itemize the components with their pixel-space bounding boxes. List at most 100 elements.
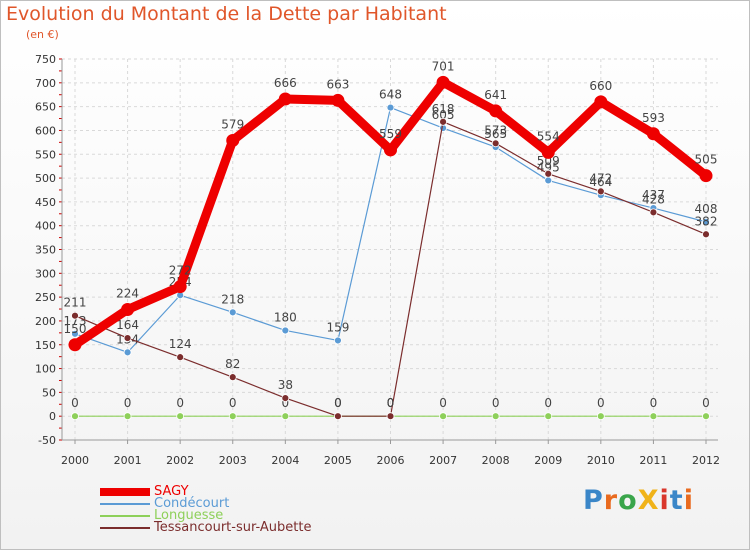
data-point-longuesse <box>702 412 710 421</box>
data-point-sagy <box>436 75 450 89</box>
data-label-tessancourt-sur-aubette: 0 <box>387 396 395 410</box>
data-label-tessancourt-sur-aubette: 211 <box>64 296 87 310</box>
data-label-condecourt: 464 <box>589 175 612 189</box>
y-tick-label: 250 <box>35 291 56 304</box>
data-point-longuesse <box>439 412 447 421</box>
data-label-longuesse: 0 <box>334 396 342 410</box>
data-point-condecourt <box>386 103 395 112</box>
y-tick-label: 700 <box>35 77 56 90</box>
data-point-sagy <box>384 143 397 157</box>
data-label-longuesse: 0 <box>229 396 237 410</box>
y-tick-label: 750 <box>35 53 56 66</box>
series-sagy: 150 224 272 579 666 663 559 701 641 554 660 593 505 <box>64 59 717 352</box>
y-tick-label: 400 <box>35 220 56 233</box>
data-point-sagy <box>646 127 660 141</box>
data-point-tessancourt-sur-aubette <box>334 412 342 421</box>
data-label-longuesse: 0 <box>650 396 658 410</box>
data-point-tessancourt-sur-aubette <box>439 117 447 126</box>
data-label-sagy: 593 <box>642 111 665 125</box>
data-point-tessancourt-sur-aubette <box>702 230 710 239</box>
y-tick-label: 150 <box>35 339 56 352</box>
data-label-sagy: 559 <box>379 127 402 141</box>
y-tick-label: 50 <box>42 386 56 399</box>
data-label-tessancourt-sur-aubette: 428 <box>642 192 665 206</box>
data-point-condecourt <box>334 336 342 345</box>
legend-label-sagy: SAGY <box>154 484 189 499</box>
data-point-tessancourt-sur-aubette <box>281 394 290 402</box>
data-point-longuesse <box>544 412 553 421</box>
data-label-sagy: 666 <box>274 76 297 90</box>
y-tick-label: 450 <box>35 196 56 209</box>
data-label-tessancourt-sur-aubette: 573 <box>484 123 507 137</box>
x-tick-label: 2004 <box>271 454 299 467</box>
data-point-longuesse <box>71 412 79 421</box>
data-point-tessancourt-sur-aubette <box>386 412 395 421</box>
data-label-longuesse: 0 <box>71 396 79 410</box>
data-label-longuesse: 0 <box>702 396 710 410</box>
data-label-sagy: 701 <box>432 59 455 73</box>
data-point-condecourt <box>123 348 132 357</box>
legend-label-tessancourt: Tessancourt-sur-Aubette <box>154 520 312 535</box>
data-point-longuesse <box>123 412 132 421</box>
x-tick-label: 2006 <box>377 454 405 467</box>
data-point-longuesse <box>281 412 290 421</box>
data-label-condecourt: 648 <box>379 88 402 102</box>
data-label-longuesse: 0 <box>282 396 290 410</box>
data-label-condecourt: 218 <box>221 292 244 306</box>
data-label-tessancourt-sur-aubette: 124 <box>169 337 192 351</box>
data-label-condecourt: 565 <box>484 127 507 141</box>
x-tick-label: 2008 <box>482 454 510 467</box>
data-label-condecourt: 180 <box>274 310 297 324</box>
y-tick-label: 500 <box>35 172 56 185</box>
data-label-tessancourt-sur-aubette: 38 <box>278 378 293 392</box>
legend-label-condecourt: Condécourt <box>154 496 230 511</box>
data-point-longuesse <box>649 412 658 421</box>
data-label-tessancourt-sur-aubette: 164 <box>116 318 139 332</box>
data-point-sagy <box>331 93 345 107</box>
data-label-longuesse: 0 <box>387 396 395 410</box>
y-tick-label: 300 <box>35 267 56 280</box>
legend: SAGY Condécourt Longuesse Tessancourt-su… <box>100 484 312 535</box>
x-tick-label: 2005 <box>324 454 352 467</box>
data-label-tessancourt-sur-aubette: 82 <box>225 357 240 371</box>
data-point-condecourt <box>544 176 553 185</box>
legend-item-sagy: SAGY <box>100 484 311 499</box>
data-label-condecourt: 408 <box>695 202 718 216</box>
data-label-condecourt: 159 <box>326 320 349 334</box>
data-label-tessancourt-sur-aubette: 618 <box>432 102 455 116</box>
data-point-sagy <box>226 133 240 147</box>
x-tick-label: 2012 <box>692 454 720 467</box>
y-tick-label: 550 <box>35 148 56 161</box>
data-point-sagy <box>699 169 713 183</box>
chart-title: Evolution du Montant de la Dette par Hab… <box>6 3 447 25</box>
x-tick-label: 2000 <box>61 454 89 467</box>
data-point-tessancourt-sur-aubette <box>544 169 553 178</box>
x-tick-label: 2007 <box>429 454 457 467</box>
legend-label-longuesse: Longuesse <box>154 508 224 523</box>
data-point-sagy <box>489 104 503 118</box>
proxiti-logo: ProXiti <box>583 485 694 516</box>
data-label-tessancourt-sur-aubette: 0 <box>334 396 342 410</box>
data-point-sagy <box>594 95 608 109</box>
data-point-condecourt <box>281 326 290 335</box>
legend-swatch-sagy <box>100 488 150 496</box>
data-point-longuesse <box>228 412 237 421</box>
x-tick-label: 2002 <box>166 454 194 467</box>
series-longuesse: 0 0 0 0 0 0 0 0 0 0 0 0 0 <box>71 396 710 421</box>
data-label-sagy: 660 <box>589 79 612 93</box>
data-point-tessancourt-sur-aubette <box>228 373 237 382</box>
data-point-sagy <box>68 338 82 352</box>
data-label-sagy: 663 <box>326 77 349 91</box>
data-label-sagy: 272 <box>169 264 192 278</box>
data-label-tessancourt-sur-aubette: 382 <box>695 214 718 228</box>
data-point-condecourt <box>71 329 79 338</box>
y-tick-label: 200 <box>35 315 56 328</box>
data-point-longuesse <box>596 412 605 421</box>
data-label-longuesse: 0 <box>439 396 447 410</box>
data-point-longuesse <box>176 412 185 421</box>
data-point-sagy <box>173 280 187 294</box>
y-tick-label: 650 <box>35 101 56 114</box>
x-tick-label: 2001 <box>114 454 142 467</box>
data-label-tessancourt-sur-aubette: 509 <box>537 154 560 168</box>
